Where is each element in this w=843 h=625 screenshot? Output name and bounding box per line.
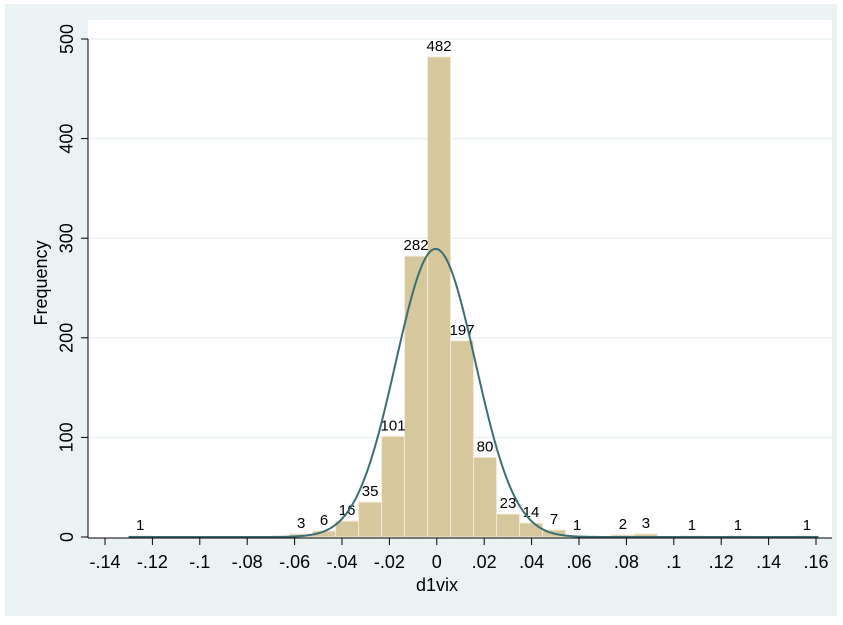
data-label: 1 (734, 517, 742, 534)
x-tick-label: .1 (666, 552, 681, 572)
bar (404, 255, 429, 538)
data-label: 3 (642, 515, 650, 532)
bar (450, 340, 475, 538)
bar (381, 435, 406, 538)
y-tick-label: 300 (57, 223, 77, 253)
data-label: 482 (427, 38, 452, 55)
x-tick-label: -.02 (374, 552, 405, 572)
data-label: 23 (500, 495, 517, 512)
x-tick-label: -.12 (137, 552, 168, 572)
density-curve (128, 247, 819, 538)
x-tick-label: .12 (709, 552, 734, 572)
data-label: 80 (477, 438, 494, 455)
x-tick-label: 0 (432, 552, 442, 572)
data-label: 1 (688, 517, 696, 534)
data-label: 282 (404, 237, 429, 254)
data-label: 7 (550, 511, 558, 528)
bar (496, 513, 521, 538)
x-tick-label: -.06 (279, 552, 310, 572)
data-label: 101 (381, 417, 406, 434)
bar (427, 56, 452, 538)
data-label: 6 (320, 512, 328, 529)
data-label: 2 (619, 516, 627, 533)
x-tick-label: .08 (614, 552, 639, 572)
data-label: 1 (803, 517, 811, 534)
x-tick-label: .16 (803, 552, 828, 572)
x-tick-label: -.14 (89, 552, 120, 572)
x-axis-title: d1vix (416, 575, 458, 595)
x-tick-label: .04 (519, 552, 544, 572)
bar (473, 456, 498, 538)
y-tick-label: 200 (57, 323, 77, 353)
bar (358, 501, 383, 538)
bar (335, 520, 360, 538)
data-label: 35 (362, 483, 379, 500)
bar (519, 522, 544, 538)
data-label: 1 (136, 517, 144, 534)
data-label: 1 (573, 517, 581, 534)
x-tick-label: .02 (472, 552, 497, 572)
y-tick-label: 500 (57, 24, 77, 54)
y-tick-label: 400 (57, 124, 77, 154)
data-label: 197 (450, 322, 475, 339)
x-tick-label: -.1 (189, 552, 210, 572)
x-tick-label: -.08 (232, 552, 263, 572)
y-axis-title: Frequency (31, 240, 51, 325)
x-tick-label: .06 (566, 552, 591, 572)
y-tick-label: 100 (57, 422, 77, 452)
data-label: 3 (297, 515, 305, 532)
x-tick-label: .14 (756, 552, 781, 572)
x-tick-label: -.04 (326, 552, 357, 572)
y-tick-label: 0 (57, 532, 77, 542)
